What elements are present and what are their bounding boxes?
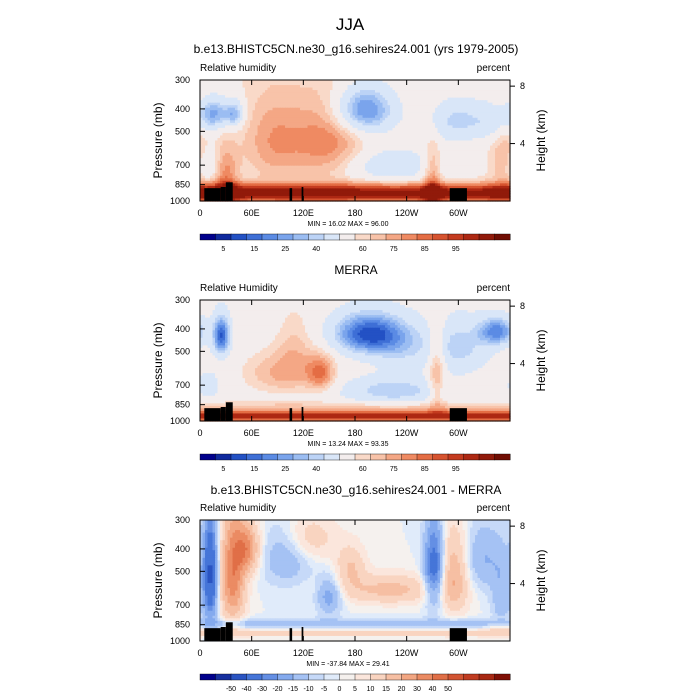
heatmap-cells — [200, 80, 511, 202]
panel-model: b.e13.BHISTC5CN.ne30_g16.sehires24.001 (… — [151, 42, 548, 253]
left-label: Relative humidity — [200, 63, 276, 74]
figure-title: JJA — [336, 15, 365, 34]
right-label: percent — [477, 63, 511, 74]
figure: JJA b.e13.BHISTC5CN.ne30_g16.sehires24.0… — [0, 0, 700, 700]
panel-title: b.e13.BHISTC5CN.ne30_g16.sehires24.001 (… — [194, 42, 519, 56]
